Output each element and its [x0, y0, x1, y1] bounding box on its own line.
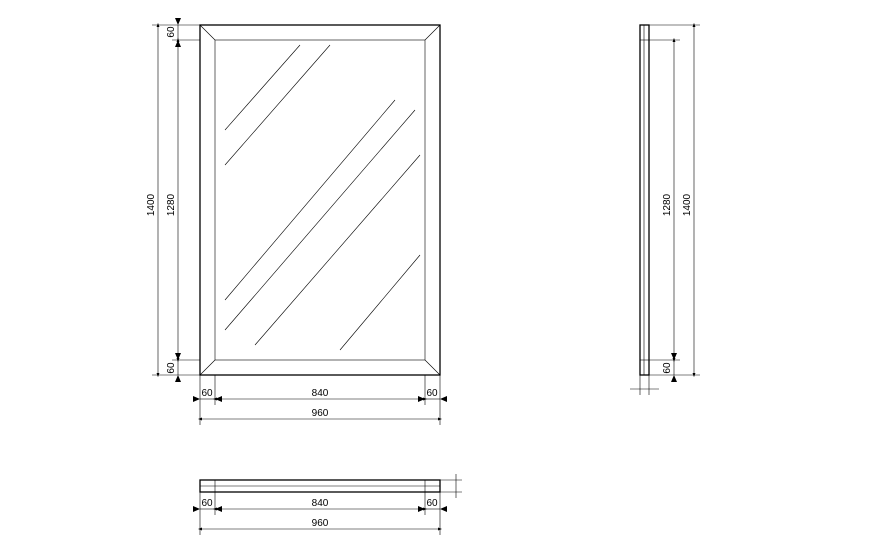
front-dims-bottom: 840 960 60 60	[193, 375, 447, 425]
dim-side-h-inner: 1280	[662, 193, 673, 216]
dim-top-bl-offset: 60	[201, 498, 213, 509]
dim-top-br-offset: 60	[426, 498, 438, 509]
dim-top-w-inner: 840	[312, 498, 329, 509]
side-view	[640, 25, 649, 375]
dim-front-br-offset: 60	[426, 388, 438, 399]
dim-front-w-inner: 840	[312, 388, 329, 399]
dim-front-top-offset: 60	[166, 26, 177, 38]
front-view	[200, 25, 440, 375]
dim-front-h-outer: 1400	[146, 193, 157, 216]
dim-top-w-outer: 960	[312, 518, 329, 529]
dim-front-bl-offset: 60	[201, 388, 213, 399]
technical-drawing: 1400 1280 60 60 840 960 60	[0, 0, 895, 557]
dim-front-bot-offset: 60	[166, 362, 177, 374]
dim-side-h-outer: 1400	[682, 193, 693, 216]
dim-side-bot-offset: 60	[662, 362, 673, 374]
top-dims-bottom: 840 960 60 60	[193, 492, 447, 535]
top-dims-right	[440, 474, 462, 498]
top-view	[200, 480, 440, 492]
dim-front-h-inner: 1280	[166, 193, 177, 216]
front-dims-left: 1400 1280 60 60	[146, 18, 200, 382]
dim-front-w-outer: 960	[312, 408, 329, 419]
